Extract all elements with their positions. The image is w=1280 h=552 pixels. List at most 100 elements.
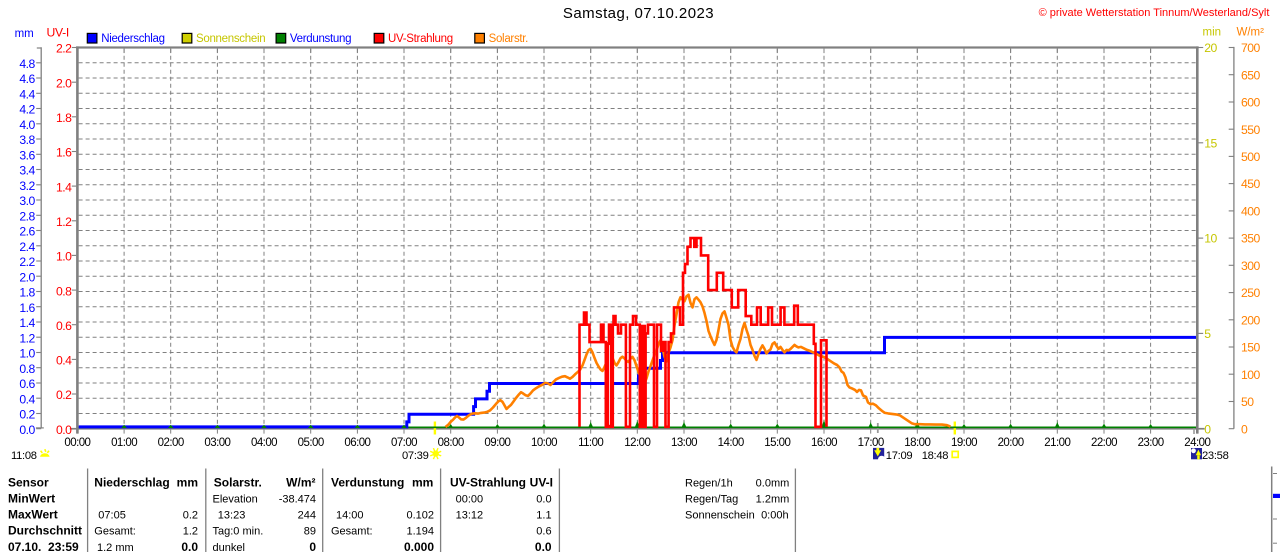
svg-text:4.6: 4.6 [19, 72, 35, 86]
svg-text:12:00: 12:00 [624, 437, 650, 449]
svg-text:2.0: 2.0 [19, 270, 35, 284]
svg-text:00:00: 00:00 [64, 437, 90, 449]
svg-text:0.0: 0.0 [181, 540, 198, 552]
svg-text:01:00: 01:00 [111, 437, 137, 449]
svg-text:Solarstr.: Solarstr. [214, 475, 262, 489]
svg-text:17:09: 17:09 [886, 450, 913, 462]
svg-text:Regen/1h: Regen/1h [685, 477, 733, 489]
svg-text:10: 10 [1204, 232, 1217, 246]
svg-text:0.0: 0.0 [536, 494, 551, 506]
svg-text:1.6: 1.6 [19, 301, 35, 315]
svg-text:0.0: 0.0 [535, 540, 552, 552]
svg-text:1.2: 1.2 [19, 331, 35, 345]
svg-text:MinWert: MinWert [8, 492, 55, 506]
svg-text:0.4: 0.4 [56, 354, 72, 368]
svg-text:10:00: 10:00 [531, 437, 557, 449]
svg-text:1.6: 1.6 [56, 146, 72, 160]
svg-text:Regen/Tag: Regen/Tag [685, 494, 738, 506]
svg-text:mm: mm [177, 475, 198, 489]
svg-text:2.0: 2.0 [56, 76, 72, 90]
svg-text:15: 15 [1204, 136, 1217, 150]
svg-text:W/m²: W/m² [286, 475, 315, 489]
svg-text:1.0: 1.0 [19, 347, 35, 361]
svg-text:23:58: 23:58 [1202, 450, 1229, 462]
svg-text:00:00: 00:00 [456, 494, 484, 506]
svg-text:UV-I: UV-I [530, 475, 553, 489]
svg-text:08:00: 08:00 [438, 437, 464, 449]
svg-text:4.0: 4.0 [19, 118, 35, 132]
svg-text:Samstag, 07.10.2023: Samstag, 07.10.2023 [563, 5, 714, 22]
svg-text:450: 450 [1241, 177, 1261, 191]
svg-text:2.2: 2.2 [19, 255, 35, 269]
svg-text:MaxWert: MaxWert [8, 508, 58, 522]
svg-text:4.8: 4.8 [19, 57, 35, 71]
svg-text:mm: mm [15, 28, 34, 40]
svg-text:05:00: 05:00 [298, 437, 324, 449]
svg-text:Gesamt:: Gesamt: [331, 526, 373, 538]
svg-text:Verdunstung: Verdunstung [331, 475, 404, 489]
svg-text:5: 5 [1204, 327, 1211, 341]
svg-text:50: 50 [1241, 395, 1254, 409]
svg-text:244: 244 [298, 510, 316, 522]
svg-text:Sonnenschein: Sonnenschein [196, 33, 265, 45]
svg-text:24:00: 24:00 [1184, 437, 1210, 449]
svg-text:04:00: 04:00 [251, 437, 277, 449]
svg-text:19:00: 19:00 [951, 437, 977, 449]
svg-text:0:00h: 0:00h [761, 510, 789, 522]
svg-text:4.2: 4.2 [19, 103, 35, 117]
svg-text:1.194: 1.194 [406, 526, 434, 538]
svg-text:02:00: 02:00 [158, 437, 184, 449]
svg-text:14:00: 14:00 [718, 437, 744, 449]
svg-text:2.2: 2.2 [56, 42, 72, 56]
svg-text:0.6: 0.6 [56, 319, 72, 333]
svg-text:600: 600 [1241, 96, 1261, 110]
svg-text:400: 400 [1241, 205, 1261, 219]
svg-text:20:00: 20:00 [998, 437, 1024, 449]
svg-text:150: 150 [1241, 341, 1261, 355]
svg-text:0.000: 0.000 [404, 540, 434, 552]
svg-text:07:05: 07:05 [98, 510, 126, 522]
svg-text:min: min [1203, 27, 1222, 39]
svg-text:Sonnenschein: Sonnenschein [685, 510, 755, 522]
svg-text:07:00: 07:00 [391, 437, 417, 449]
svg-text:15:00: 15:00 [764, 437, 790, 449]
svg-text:0.0: 0.0 [19, 423, 35, 437]
svg-text:23:00: 23:00 [1138, 437, 1164, 449]
svg-text:07.10. 23:59: 07.10. 23:59 [8, 540, 79, 552]
svg-text:22:00: 22:00 [1091, 437, 1117, 449]
svg-text:3.8: 3.8 [19, 133, 35, 147]
svg-text:Niederschlag: Niederschlag [94, 475, 169, 489]
svg-text:200: 200 [1241, 313, 1261, 327]
svg-text:1.0: 1.0 [56, 250, 72, 264]
svg-text:1.2 mm: 1.2 mm [97, 542, 134, 552]
svg-text:Elevation: Elevation [213, 494, 258, 506]
svg-text:20: 20 [1204, 41, 1217, 55]
svg-text:14:00: 14:00 [336, 510, 364, 522]
svg-text:11:08: 11:08 [11, 450, 37, 462]
svg-text:UV-Strahlung: UV-Strahlung [388, 33, 453, 45]
svg-text:© private Wetterstation Tinnum: © private Wetterstation Tinnum/Westerlan… [1039, 7, 1270, 19]
svg-text:Gesamt:: Gesamt: [94, 526, 136, 538]
svg-text:0.2: 0.2 [183, 510, 198, 522]
svg-text:300: 300 [1241, 259, 1261, 273]
svg-text:3.6: 3.6 [19, 149, 35, 163]
svg-text:13:00: 13:00 [671, 437, 697, 449]
svg-text:650: 650 [1241, 68, 1261, 82]
svg-text:0.102: 0.102 [406, 510, 434, 522]
svg-text:3.2: 3.2 [19, 179, 35, 193]
svg-text:UV-Strahlung: UV-Strahlung [450, 475, 526, 489]
svg-text:0.8: 0.8 [56, 284, 72, 298]
svg-text:Durchschnitt: Durchschnitt [8, 524, 82, 538]
svg-text:0: 0 [1204, 422, 1211, 436]
svg-text:Verdunstung: Verdunstung [290, 33, 351, 45]
svg-text:0.0mm: 0.0mm [756, 477, 790, 489]
svg-text:1.2: 1.2 [183, 526, 198, 538]
svg-text:UV-I: UV-I [47, 26, 70, 40]
svg-text:0.4: 0.4 [19, 392, 35, 406]
svg-text:1.8: 1.8 [19, 286, 35, 300]
svg-text:13:12: 13:12 [456, 510, 484, 522]
svg-text:0.6: 0.6 [536, 526, 551, 538]
svg-text:3.0: 3.0 [19, 194, 35, 208]
svg-text:W/m²: W/m² [1237, 27, 1265, 39]
svg-text:11:00: 11:00 [578, 437, 603, 449]
